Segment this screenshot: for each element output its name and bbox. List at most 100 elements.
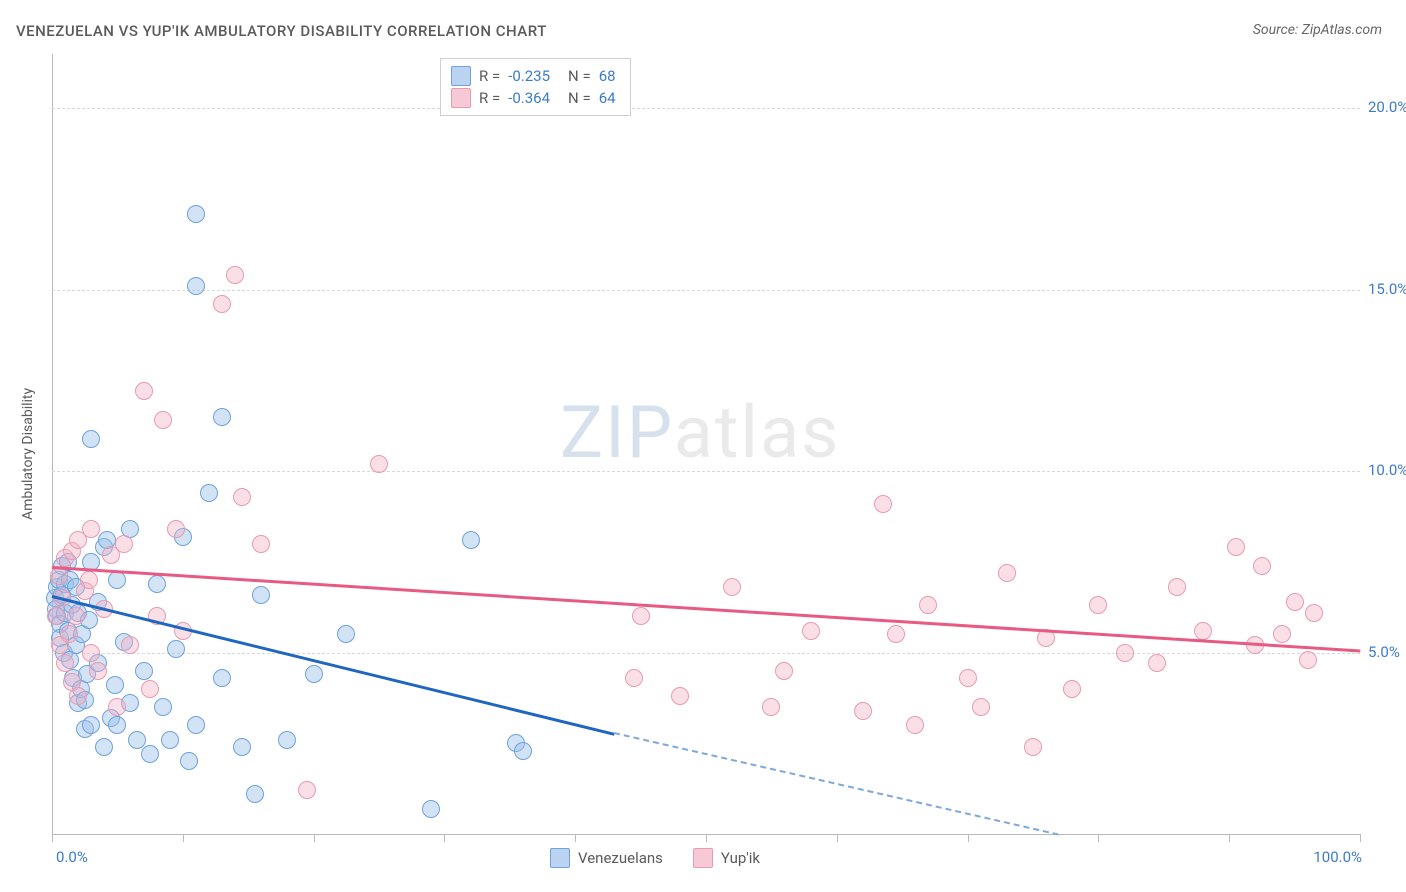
series-legend: Venezuelans Yup'ik [550, 848, 760, 868]
data-point [1299, 651, 1317, 669]
r-label: R = [479, 87, 500, 109]
legend-label-b: Yup'ik [721, 849, 760, 867]
data-point [762, 698, 780, 716]
x-tick [968, 834, 969, 842]
n-label: N = [568, 87, 591, 109]
data-point [187, 716, 205, 734]
data-point [1168, 578, 1186, 596]
data-point [305, 665, 323, 683]
data-point [775, 662, 793, 680]
data-point [337, 625, 355, 643]
n-value-a: 68 [599, 65, 616, 87]
stats-row-a: R = -0.235 N = 68 [451, 65, 616, 87]
legend-label-a: Venezuelans [578, 849, 663, 867]
data-point [906, 716, 924, 734]
x-tick [444, 834, 445, 842]
data-point [959, 669, 977, 687]
y-tick-label: 5.0% [1368, 643, 1400, 661]
data-point [671, 687, 689, 705]
data-point [154, 698, 172, 716]
y-axis-line [52, 54, 53, 834]
data-point [514, 742, 532, 760]
n-value-b: 64 [599, 87, 616, 109]
legend-item-b: Yup'ik [693, 848, 760, 868]
x-tick [1229, 834, 1230, 842]
y-tick-label: 20.0% [1368, 98, 1406, 116]
r-value-b: -0.364 [508, 87, 550, 109]
n-label: N = [568, 65, 591, 87]
data-point [148, 575, 166, 593]
r-label: R = [479, 65, 500, 87]
data-point [82, 644, 100, 662]
data-point [998, 564, 1016, 582]
r-value-a: -0.235 [508, 65, 550, 87]
data-point [625, 669, 643, 687]
data-point [154, 411, 172, 429]
x-tick [575, 834, 576, 842]
stats-legend: R = -0.235 N = 68 R = -0.364 N = 64 [440, 58, 631, 116]
data-point [854, 702, 872, 720]
x-tick [183, 834, 184, 842]
data-point [213, 408, 231, 426]
data-point [213, 669, 231, 687]
data-point [128, 731, 146, 749]
data-point [200, 484, 218, 502]
data-point [1148, 654, 1166, 672]
data-point [278, 731, 296, 749]
data-point [89, 662, 107, 680]
gridline [52, 653, 1360, 654]
x-tick [1098, 834, 1099, 842]
data-point [167, 640, 185, 658]
y-tick-label: 10.0% [1368, 461, 1406, 479]
x-tick [706, 834, 707, 842]
data-point [874, 495, 892, 513]
data-point [121, 636, 139, 654]
data-point [60, 625, 78, 643]
data-point [141, 745, 159, 763]
data-point [252, 535, 270, 553]
data-point [187, 277, 205, 295]
data-point [1024, 738, 1042, 756]
x-tick-label: 100.0% [1313, 848, 1362, 866]
data-point [213, 295, 231, 313]
source-label: Source: ZipAtlas.com [1253, 22, 1382, 38]
data-point [226, 266, 244, 284]
x-tick [314, 834, 315, 842]
data-point [108, 698, 126, 716]
data-point [141, 680, 159, 698]
data-point [82, 520, 100, 538]
data-point [723, 578, 741, 596]
data-point [135, 382, 153, 400]
data-point [108, 716, 126, 734]
y-tick-label: 15.0% [1368, 280, 1406, 298]
data-point [1305, 604, 1323, 622]
swatch-a [451, 66, 471, 86]
data-point [246, 785, 264, 803]
data-point [919, 596, 937, 614]
data-point [67, 607, 85, 625]
y-axis-title: Ambulatory Disability [20, 388, 36, 520]
data-point [47, 607, 65, 625]
data-point [187, 205, 205, 223]
x-tick [52, 834, 53, 842]
data-point [298, 781, 316, 799]
data-point [972, 698, 990, 716]
data-point [106, 676, 124, 694]
data-point [462, 531, 480, 549]
data-point [1273, 625, 1291, 643]
data-point [233, 488, 251, 506]
x-tick-label: 0.0% [56, 848, 88, 866]
gridline [52, 108, 1360, 109]
data-point [233, 738, 251, 756]
swatch-b [693, 848, 713, 868]
data-point [422, 800, 440, 818]
data-point [1286, 593, 1304, 611]
data-point [82, 716, 100, 734]
data-point [1194, 622, 1212, 640]
data-point [135, 662, 153, 680]
legend-item-a: Venezuelans [550, 848, 663, 868]
data-point [115, 535, 133, 553]
data-point [1116, 644, 1134, 662]
trendline-venezuelans-extrapolated [614, 732, 1059, 836]
x-tick [1360, 834, 1361, 842]
